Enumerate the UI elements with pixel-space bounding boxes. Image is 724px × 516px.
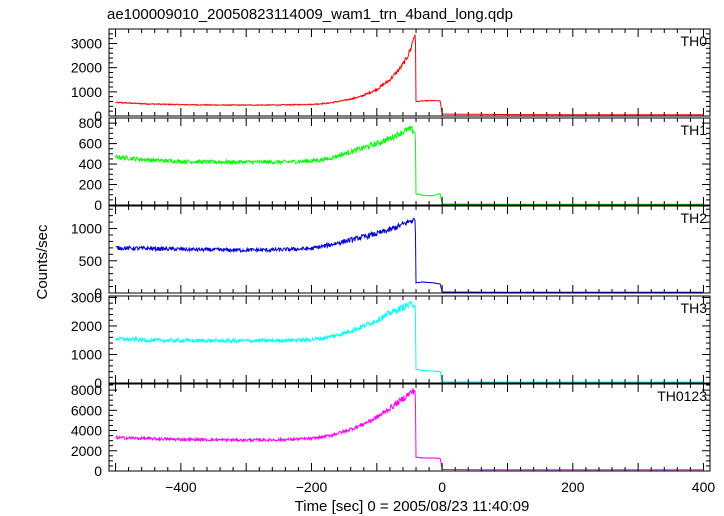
panel-frame-th2	[108, 205, 711, 294]
panel-label-th0: TH0	[681, 33, 708, 49]
x-tick-label: 200	[561, 479, 585, 495]
panel-label-th1: TH1	[681, 122, 708, 138]
y-axis-label: Counts/sec	[34, 224, 51, 300]
x-tick-label: −200	[296, 479, 328, 495]
y-tick-label: 2000	[71, 60, 102, 76]
panel-label-th2: TH2	[681, 210, 708, 226]
panel-label-th3: TH3	[681, 300, 708, 316]
x-tick-label: −400	[165, 479, 197, 495]
series-line-th0123	[115, 388, 703, 471]
y-tick-label: 4000	[71, 423, 102, 439]
y-tick-label: 0	[94, 285, 102, 301]
y-tick-label: 0	[94, 108, 102, 124]
y-tick-label: 1000	[71, 346, 102, 362]
y-tick-label: 1000	[71, 221, 102, 237]
y-tick-label: 6000	[71, 402, 102, 418]
y-tick-label: 500	[79, 253, 103, 269]
y-tick-label: 600	[79, 136, 103, 152]
series-line-th3	[115, 300, 703, 383]
chart-title: ae100009010_20050823114009_wam1_trn_4ban…	[107, 6, 513, 23]
series-line-th0	[115, 34, 703, 116]
y-tick-label: 1000	[71, 84, 102, 100]
y-tick-label: 0	[94, 463, 102, 479]
y-tick-label: 0	[94, 375, 102, 391]
y-tick-label: 800	[79, 115, 103, 131]
panel-frame-th0	[108, 28, 711, 117]
x-axis-label: Time [sec] 0 = 2005/08/23 11:40:09	[295, 498, 530, 515]
series-line-th2	[115, 217, 703, 293]
series-line-th1	[115, 125, 703, 205]
panel-frame-th1	[108, 117, 711, 206]
panel-label-th0123: TH0123	[657, 388, 707, 404]
x-tick-label: 0	[438, 479, 446, 495]
panel-frame-th0123	[108, 383, 711, 472]
y-tick-label: 0	[94, 197, 102, 213]
y-tick-label: 3000	[71, 36, 102, 52]
y-tick-label: 8000	[71, 382, 102, 398]
panel-frame-th3	[108, 295, 711, 384]
x-tick-label: 400	[692, 479, 716, 495]
y-tick-label: 2000	[71, 318, 102, 334]
y-tick-label: 3000	[71, 289, 102, 305]
y-tick-label: 400	[79, 156, 103, 172]
y-tick-label: 2000	[71, 443, 102, 459]
y-tick-label: 200	[79, 177, 103, 193]
